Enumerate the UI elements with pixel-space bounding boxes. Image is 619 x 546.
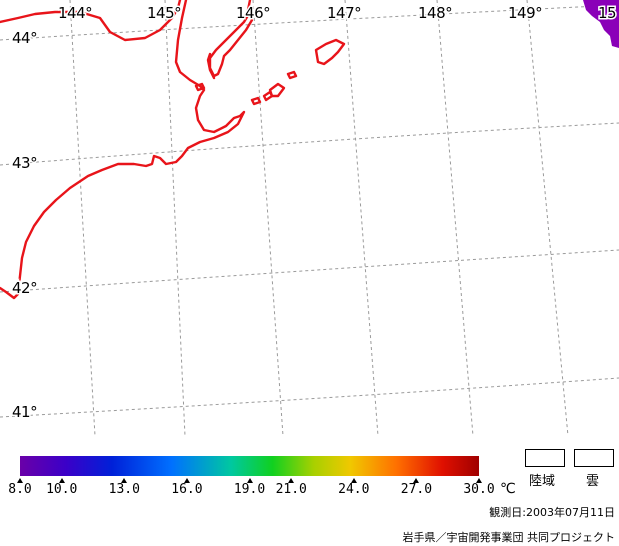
shiretoko-peninsula — [208, 10, 254, 78]
sea-surface-temperature-map: 144° 145° 146° 147° 148° 149° 15 44° 43° 42° 41° — [0, 0, 619, 436]
longitude-line-145 — [164, 0, 186, 436]
observation-date: 観測日:2003年07月11日 — [489, 506, 615, 519]
small-islet — [286, 70, 298, 80]
colorbar-tick-mark — [121, 478, 128, 483]
hokkaido-coast — [0, 0, 246, 300]
colorbar-tick-label: 16.0 — [171, 482, 203, 497]
colorbar-tick-mark — [413, 478, 420, 483]
longitude-line-149 — [526, 0, 569, 436]
cloud-area — [583, 0, 619, 48]
habomai-islet-1 — [250, 96, 262, 106]
longitude-line-146 — [252, 0, 284, 436]
latitude-line-43 — [0, 122, 619, 166]
colorbar-tick-label: 13.0 — [108, 482, 140, 497]
colorbar-tick-label: 10.0 — [46, 482, 78, 497]
colorbar-tick-mark — [246, 478, 253, 483]
cloud-key-swatch — [574, 449, 614, 467]
cloud-patch — [583, 0, 619, 48]
colorbar-tick-mark — [17, 478, 23, 483]
latitude-line-41 — [0, 377, 619, 418]
longitude-label: 146° — [236, 4, 270, 22]
longitude-label: 15 — [598, 4, 616, 22]
graticule — [0, 0, 619, 436]
cloud-key-label: 雲 — [586, 474, 600, 489]
latitude-line-44 — [0, 4, 619, 41]
legend-panel: 8.0 10.0 13.0 16.0 19.0 21.0 24.0 27.0 30.0 ℃ 陸域… — [0, 436, 619, 546]
latitude-labels: 44° 43° 42° 41° — [11, 28, 40, 423]
kunashiri-tip — [242, 0, 252, 20]
latitude-label: 44° — [12, 29, 37, 47]
colorbar-tick-label: 21.0 — [275, 482, 307, 497]
land-key-label: 陸域 — [529, 474, 556, 489]
longitude-line-147 — [344, 0, 379, 436]
colorbar-tick-mark — [288, 478, 295, 483]
kunashiri-island — [206, 52, 216, 80]
longitude-label: 144° — [58, 4, 92, 22]
latitude-label: 41° — [12, 403, 37, 421]
unit-label: ℃ — [500, 481, 516, 497]
colorbar-tick-label: 24.0 — [338, 482, 370, 497]
latitude-line-42 — [0, 249, 619, 293]
colorbar-tick-label: 30.0 — [463, 482, 495, 497]
longitude-label: 147° — [327, 4, 361, 22]
longitude-line-148 — [436, 0, 474, 436]
colorbar-tick-label: 27.0 — [400, 482, 433, 497]
colorbar-tick-label: 8.0 — [8, 482, 32, 497]
colorbar-tick-mark — [350, 478, 357, 483]
colorbar-tick-mark — [183, 478, 190, 483]
land-key-swatch — [525, 449, 565, 467]
etorofu-island — [314, 38, 346, 66]
colorbar-tick-mark — [58, 478, 65, 483]
longitude-label: 149° — [508, 4, 542, 22]
colorbar-tick-label: 19.0 — [233, 482, 266, 497]
latitude-label: 43° — [12, 154, 37, 172]
colorbar-tick-mark — [476, 478, 482, 483]
map-canvas: 144° 145° 146° 147° 148° 149° 15 44° 43° 42° 41° — [0, 0, 619, 436]
longitude-label: 145° — [147, 4, 181, 22]
longitude-label: 148° — [418, 4, 452, 22]
longitude-line-144 — [69, 0, 96, 436]
nemuro-islet — [194, 82, 206, 92]
coastline — [0, 0, 346, 300]
shikotan-island — [268, 82, 286, 98]
longitude-labels: 144° 145° 146° 147° 148° 149° 15 — [57, 3, 619, 24]
credit-text: 岩手県／宇宙開発事業団 共同プロジェクト — [402, 531, 616, 544]
latitude-label: 42° — [12, 279, 37, 297]
temperature-colorbar — [20, 456, 479, 476]
